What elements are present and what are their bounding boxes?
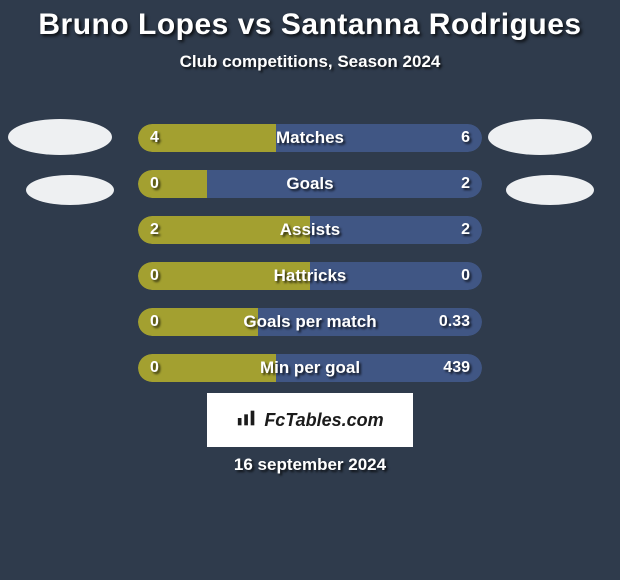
stat-label: Min per goal bbox=[138, 354, 482, 382]
subtitle: Club competitions, Season 2024 bbox=[0, 52, 620, 72]
stat-label: Matches bbox=[138, 124, 482, 152]
stat-row: 02Goals bbox=[138, 170, 482, 198]
avatar-right-1 bbox=[488, 119, 592, 155]
avatar-left-2 bbox=[26, 175, 114, 205]
date-text: 16 september 2024 bbox=[0, 455, 620, 475]
stat-row: 00Hattricks bbox=[138, 262, 482, 290]
stat-row: 0439Min per goal bbox=[138, 354, 482, 382]
brand-box: FcTables.com bbox=[207, 393, 413, 447]
avatar-right-2 bbox=[506, 175, 594, 205]
stat-row: 00.33Goals per match bbox=[138, 308, 482, 336]
stat-label: Goals per match bbox=[138, 308, 482, 336]
page-title: Bruno Lopes vs Santanna Rodrigues bbox=[0, 0, 620, 42]
brand-text: FcTables.com bbox=[264, 410, 383, 431]
stat-label: Goals bbox=[138, 170, 482, 198]
stat-row: 46Matches bbox=[138, 124, 482, 152]
stat-row: 22Assists bbox=[138, 216, 482, 244]
brand-icon bbox=[236, 407, 258, 434]
stat-label: Assists bbox=[138, 216, 482, 244]
stat-label: Hattricks bbox=[138, 262, 482, 290]
avatar-left-1 bbox=[8, 119, 112, 155]
stats-chart: 46Matches 02Goals 22Assists 00Hattricks 00.3… bbox=[138, 124, 482, 400]
